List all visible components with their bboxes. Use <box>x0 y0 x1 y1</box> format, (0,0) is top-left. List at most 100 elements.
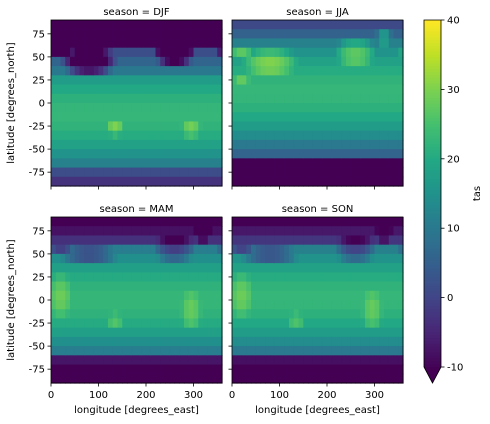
colorbar-segment <box>424 202 441 206</box>
heatmap-cell <box>112 373 119 384</box>
heatmap-cell <box>169 300 176 310</box>
heatmap-cell <box>317 20 323 30</box>
heatmap-cell <box>246 217 252 227</box>
heatmap-cell <box>93 253 100 264</box>
heatmap-cell <box>203 130 209 141</box>
heatmap-cell <box>207 75 214 86</box>
heatmap-cell <box>265 272 271 283</box>
colorbar-segment <box>424 95 441 99</box>
heatmap-cell <box>193 93 199 104</box>
heatmap-cell <box>270 318 276 329</box>
heatmap-cell <box>322 373 328 384</box>
heatmap-cell <box>398 167 404 178</box>
heatmap-cell <box>303 130 309 141</box>
heatmap-cell <box>150 244 157 255</box>
heatmap-cell <box>65 235 71 246</box>
heatmap-cell <box>131 235 138 246</box>
heatmap-cell <box>108 56 114 67</box>
heatmap-cell <box>293 130 300 141</box>
heatmap-cell <box>289 84 295 95</box>
heatmap-cell <box>160 167 166 178</box>
x-axis-label: longitude [degrees_east] <box>255 405 380 416</box>
heatmap-cell <box>350 309 357 320</box>
heatmap-cell <box>160 139 166 150</box>
heatmap-cell <box>103 103 109 113</box>
heatmap-cell <box>241 327 247 338</box>
heatmap-cell <box>55 121 62 132</box>
heatmap-cell <box>188 29 195 40</box>
heatmap-cell <box>51 373 57 384</box>
heatmap-cell <box>207 121 214 132</box>
heatmap-cell <box>289 56 295 67</box>
heatmap-cell <box>79 235 85 246</box>
heatmap-cell <box>141 217 147 227</box>
heatmap-cell <box>384 103 390 113</box>
heatmap-cell <box>131 300 138 310</box>
heatmap-cell <box>360 149 366 159</box>
heatmap-cell <box>303 29 309 40</box>
heatmap-cell <box>317 309 323 320</box>
heatmap-cell <box>84 103 90 113</box>
heatmap-cell <box>174 167 180 178</box>
heatmap-cell <box>312 121 319 132</box>
heatmap-cell <box>207 38 214 49</box>
heatmap-cell <box>179 158 185 169</box>
heatmap-cell <box>251 75 257 86</box>
heatmap-cell <box>150 309 157 320</box>
y-tick-label: 50 <box>32 52 45 63</box>
heatmap-cell <box>384 130 390 141</box>
heatmap-cell <box>265 47 271 58</box>
heatmap-cell <box>108 226 114 237</box>
heatmap-cell <box>274 112 281 123</box>
heatmap-cell <box>232 290 238 301</box>
heatmap-cell <box>217 103 223 113</box>
heatmap-cell <box>298 364 304 375</box>
heatmap-cell <box>51 139 57 150</box>
heatmap-cell <box>379 217 385 227</box>
heatmap-cell <box>122 373 128 384</box>
heatmap-cell <box>336 56 342 67</box>
heatmap-cell <box>350 373 357 384</box>
heatmap-cell <box>284 66 290 76</box>
heatmap-cell <box>103 47 109 58</box>
heatmap-cell <box>198 38 204 49</box>
heatmap-cell <box>327 217 333 227</box>
heatmap-cell <box>374 253 380 264</box>
heatmap-cell <box>388 355 395 366</box>
heatmap-cell <box>360 217 366 227</box>
heatmap-cell <box>322 56 328 67</box>
colorbar-segment <box>424 291 441 296</box>
heatmap-cell <box>60 121 66 132</box>
heatmap-cell <box>398 263 404 273</box>
heatmap-cell <box>74 29 81 40</box>
heatmap-cell <box>374 300 380 310</box>
heatmap-cell <box>293 263 300 273</box>
heatmap-cell <box>127 327 133 338</box>
heatmap-cell <box>103 300 109 310</box>
heatmap-cell <box>346 20 352 30</box>
heatmap-cell <box>93 226 100 237</box>
heatmap-cell <box>217 139 223 150</box>
heatmap-cell <box>232 176 238 187</box>
heatmap-cell <box>108 300 114 310</box>
heatmap-cell <box>246 373 252 384</box>
heatmap-cell <box>270 66 276 76</box>
heatmap-cell <box>112 355 119 366</box>
colorbar-segment <box>424 332 441 336</box>
heatmap-cell <box>393 364 399 375</box>
heatmap-cell <box>150 300 157 310</box>
heatmap-cell <box>51 272 57 283</box>
heatmap-cell <box>141 93 147 104</box>
heatmap-cell <box>89 149 95 159</box>
heatmap-cell <box>384 66 390 76</box>
heatmap-cell <box>51 253 57 264</box>
heatmap-cell <box>184 253 190 264</box>
heatmap-cell <box>369 167 376 178</box>
heatmap-cell <box>51 355 57 366</box>
heatmap-cell <box>74 121 81 132</box>
heatmap-cell <box>79 56 85 67</box>
heatmap-cell <box>327 226 333 237</box>
heatmap-cell <box>127 336 133 347</box>
heatmap-cell <box>165 29 171 40</box>
heatmap-cell <box>212 346 218 356</box>
